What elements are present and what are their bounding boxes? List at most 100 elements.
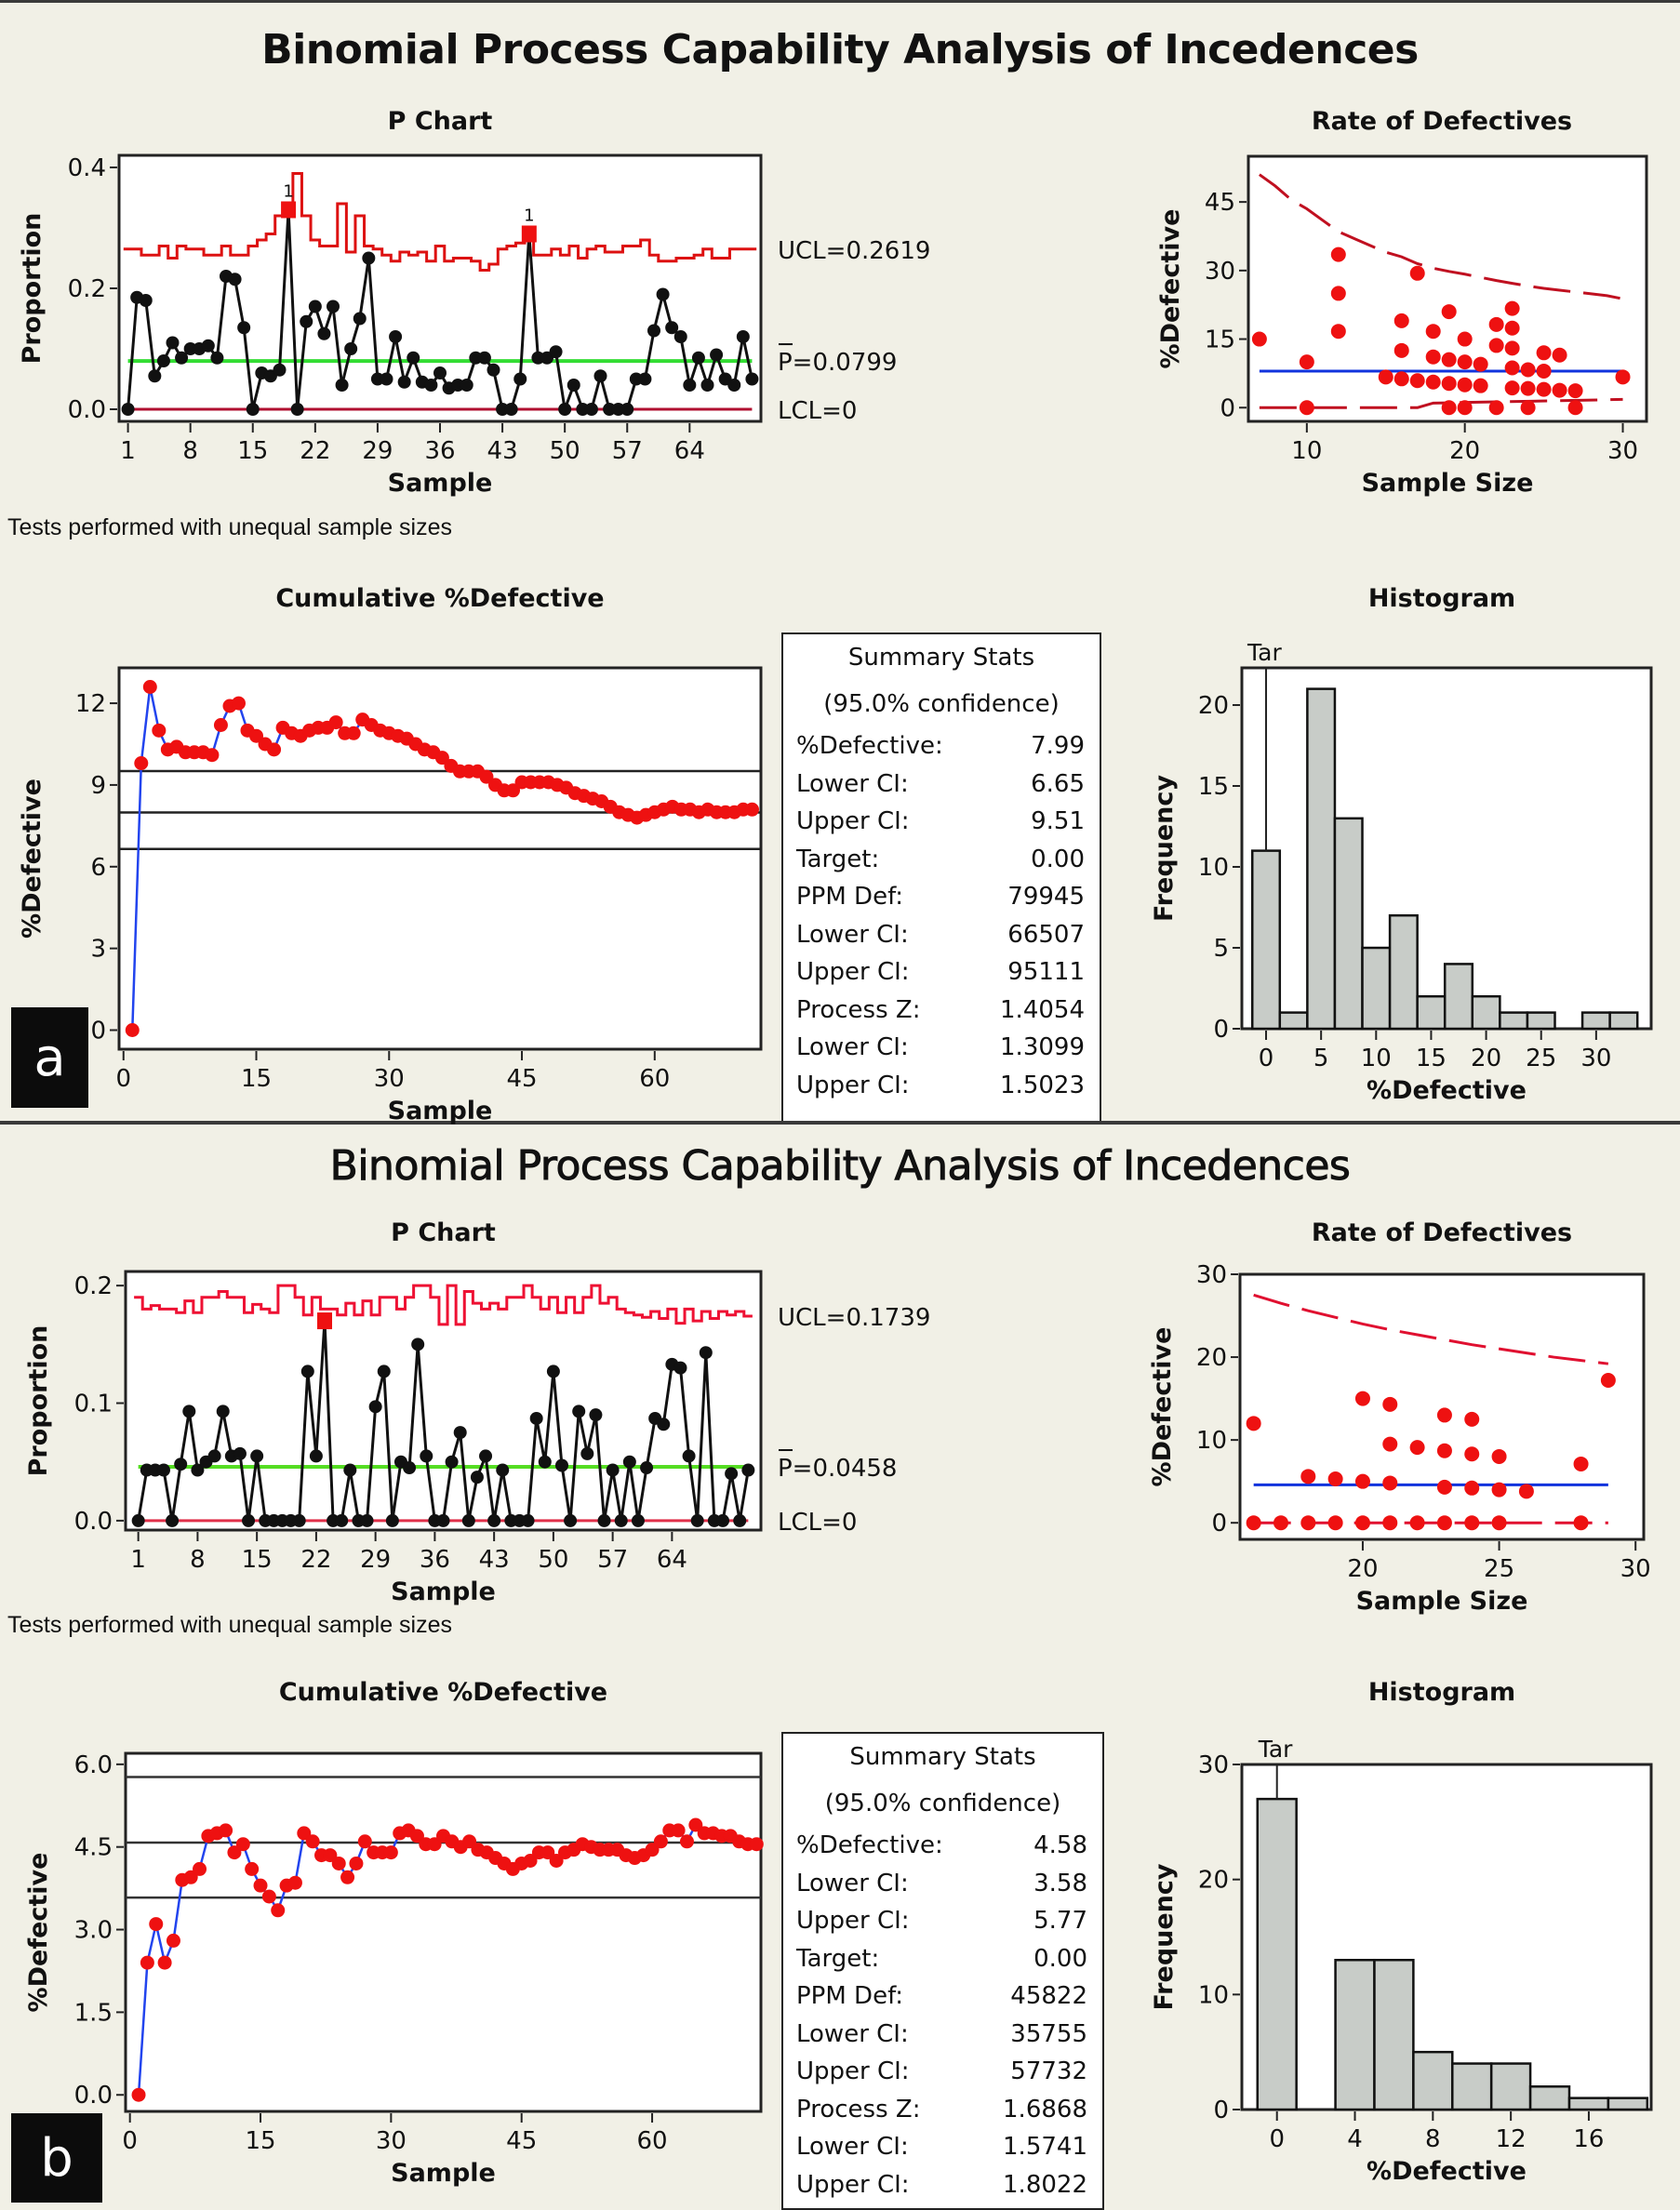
a-rate-x-tick-label: 20 <box>1449 437 1480 465</box>
b-cumulative-x-axis-label: Sample <box>391 2159 496 2188</box>
b-pchart-proportion-point <box>733 1513 747 1527</box>
b-cumulative-cumulative-point <box>261 1889 276 1904</box>
b-histogram-histogram-bar <box>1334 1958 1376 2111</box>
summary-value: 1.4054 <box>1000 995 1085 1024</box>
summary-value: 1.5023 <box>1000 1071 1085 1099</box>
b-pchart-proportion-point <box>554 1458 568 1472</box>
a-rate-defective-point <box>1457 331 1473 347</box>
a-cumulative-x-tick-label: 45 <box>506 1065 537 1093</box>
a-rate-y-tick-label: 45 <box>1205 189 1235 217</box>
summary-label: Upper CI: <box>796 2170 910 2199</box>
summary-label: Upper CI: <box>796 1071 910 1099</box>
b-cumulative-cumulative-point <box>271 1903 286 1918</box>
a-histogram-histogram-bar <box>1306 687 1337 1031</box>
b-pchart-lcl-label: LCL=0 <box>778 1509 857 1537</box>
a-rate-defective-point <box>1330 286 1346 301</box>
summary-value: 0.00 <box>1033 1944 1087 1973</box>
a-cumulative-cumulative-point <box>134 756 149 770</box>
summary-row: Upper CI: 9.51 <box>783 803 1100 841</box>
a-rate-defective-point <box>1409 265 1425 281</box>
a-histogram-histogram-bar <box>1333 817 1364 1031</box>
a-cumulative-x-tick-label: 60 <box>639 1065 670 1093</box>
panel-b-histogram-title: Histogram <box>1367 1678 1516 1707</box>
b-pchart-proportion-point <box>606 1463 620 1477</box>
b-pchart-x-axis-label: Sample <box>391 1578 496 1606</box>
a-pchart-proportion-point <box>665 321 679 335</box>
a-cumulative-y-tick-label: 12 <box>75 690 106 718</box>
b-histogram-y-tick-label: 20 <box>1198 1867 1229 1895</box>
b-histogram-histogram-bar <box>1489 2062 1532 2111</box>
summary-value: 1.5741 <box>1003 2133 1087 2161</box>
b-pchart-x-tick-label: 57 <box>597 1546 628 1574</box>
b-pchart-proportion-point <box>403 1461 417 1475</box>
b-rate-defective-point <box>1518 1484 1534 1499</box>
b-pchart-proportion-point <box>250 1449 264 1463</box>
b-cumulative-cumulative-point <box>549 1854 564 1868</box>
b-pchart-proportion-point <box>461 1513 475 1527</box>
a-pchart-y-axis-label: Proportion <box>18 213 47 365</box>
b-pchart-proportion-point <box>453 1426 467 1440</box>
a-pchart-proportion-point <box>370 372 384 386</box>
a-cumulative-cumulative-point <box>249 728 264 743</box>
a-pchart-proportion-point <box>736 330 750 343</box>
a-histogram-histogram-bar <box>1526 1011 1556 1031</box>
summary-label: Upper CI: <box>796 1907 910 1935</box>
a-pchart-proportion-point <box>656 287 670 301</box>
b-cumulative-cumulative-point <box>653 1834 668 1849</box>
summary-row: %Defective: 7.99 <box>783 727 1100 766</box>
a-pchart-x-axis-label: Sample <box>388 469 493 498</box>
a-rate-defective-point <box>1567 383 1583 399</box>
a-pchart-proportion-point <box>175 351 189 365</box>
panel-a-histogram-title: Histogram <box>1367 584 1516 613</box>
summary-row: Target: 0.00 <box>783 841 1100 879</box>
a-histogram-x-tick-label: 30 <box>1580 1045 1611 1072</box>
summary-label: Process Z: <box>796 995 921 1024</box>
panel-a-summary-stats: Summary Stats (95.0% confidence) %Defect… <box>781 632 1101 1125</box>
a-pchart-proportion-point <box>584 403 598 416</box>
a-rate-defective-point <box>1567 400 1583 416</box>
b-pchart-x-tick-label: 8 <box>190 1546 206 1574</box>
b-pchart-proportion-point <box>377 1365 391 1378</box>
a-rate-defective-point <box>1488 316 1504 332</box>
summary-row: Upper CI: 1.5023 <box>783 1067 1100 1105</box>
b-cumulative-cumulative-point <box>427 1837 442 1852</box>
a-cumulative-cumulative-point <box>434 751 449 766</box>
a-pchart-out-of-control-point <box>521 225 537 243</box>
b-rate-defective-point <box>1327 1471 1343 1486</box>
b-rate-defective-point <box>1464 1411 1480 1427</box>
b-cumulative-cumulative-point <box>645 1843 660 1857</box>
b-cumulative-cumulative-point <box>287 1875 302 1890</box>
b-pchart-proportion-point <box>572 1405 586 1418</box>
summary-row: Lower CI: 1.3099 <box>783 1029 1100 1067</box>
b-cumulative-cumulative-point <box>383 1845 398 1860</box>
a-rate-defective-point <box>1536 363 1552 379</box>
a-rate-y-tick-label: 30 <box>1205 258 1235 286</box>
b-pchart-proportion-point <box>673 1361 687 1375</box>
a-cumulative-plot-area <box>117 666 763 1051</box>
a-pchart-proportion-point <box>183 342 197 355</box>
a-histogram-x-axis-label: %Defective <box>1367 1076 1527 1105</box>
b-cumulative-cumulative-point <box>540 1845 555 1860</box>
b-histogram-x-tick-label: 12 <box>1496 2125 1527 2153</box>
b-cumulative-x-tick-label: 15 <box>245 2127 275 2155</box>
a-rate-defective-point <box>1504 380 1520 396</box>
a-pchart-x-tick-label: 29 <box>362 437 393 465</box>
a-pchart-x-tick-label: 1 <box>120 437 136 465</box>
b-rate-x-tick-label: 25 <box>1484 1555 1514 1583</box>
a-pchart-proportion-point <box>290 403 304 416</box>
a-pchart-proportion-point <box>335 379 349 392</box>
b-pchart-y-axis-label: Proportion <box>24 1325 53 1477</box>
a-histogram-histogram-bar <box>1580 1011 1611 1031</box>
panel-divider <box>0 1121 1680 1125</box>
b-cumulative-x-tick-label: 0 <box>122 2127 138 2155</box>
b-pchart-proportion-point <box>529 1411 543 1425</box>
b-rate-defective-point <box>1246 1515 1261 1531</box>
a-pchart-proportion-point <box>558 403 572 416</box>
b-rate-defective-point <box>1409 1440 1425 1456</box>
a-rate-defective-point <box>1457 354 1473 370</box>
a-pchart-proportion-point <box>210 351 224 365</box>
a-histogram-histogram-bar <box>1471 994 1501 1031</box>
b-pchart-proportion-point <box>496 1463 510 1477</box>
b-pchart-proportion-point <box>411 1338 425 1351</box>
summary-label: PPM Def: <box>796 883 904 911</box>
